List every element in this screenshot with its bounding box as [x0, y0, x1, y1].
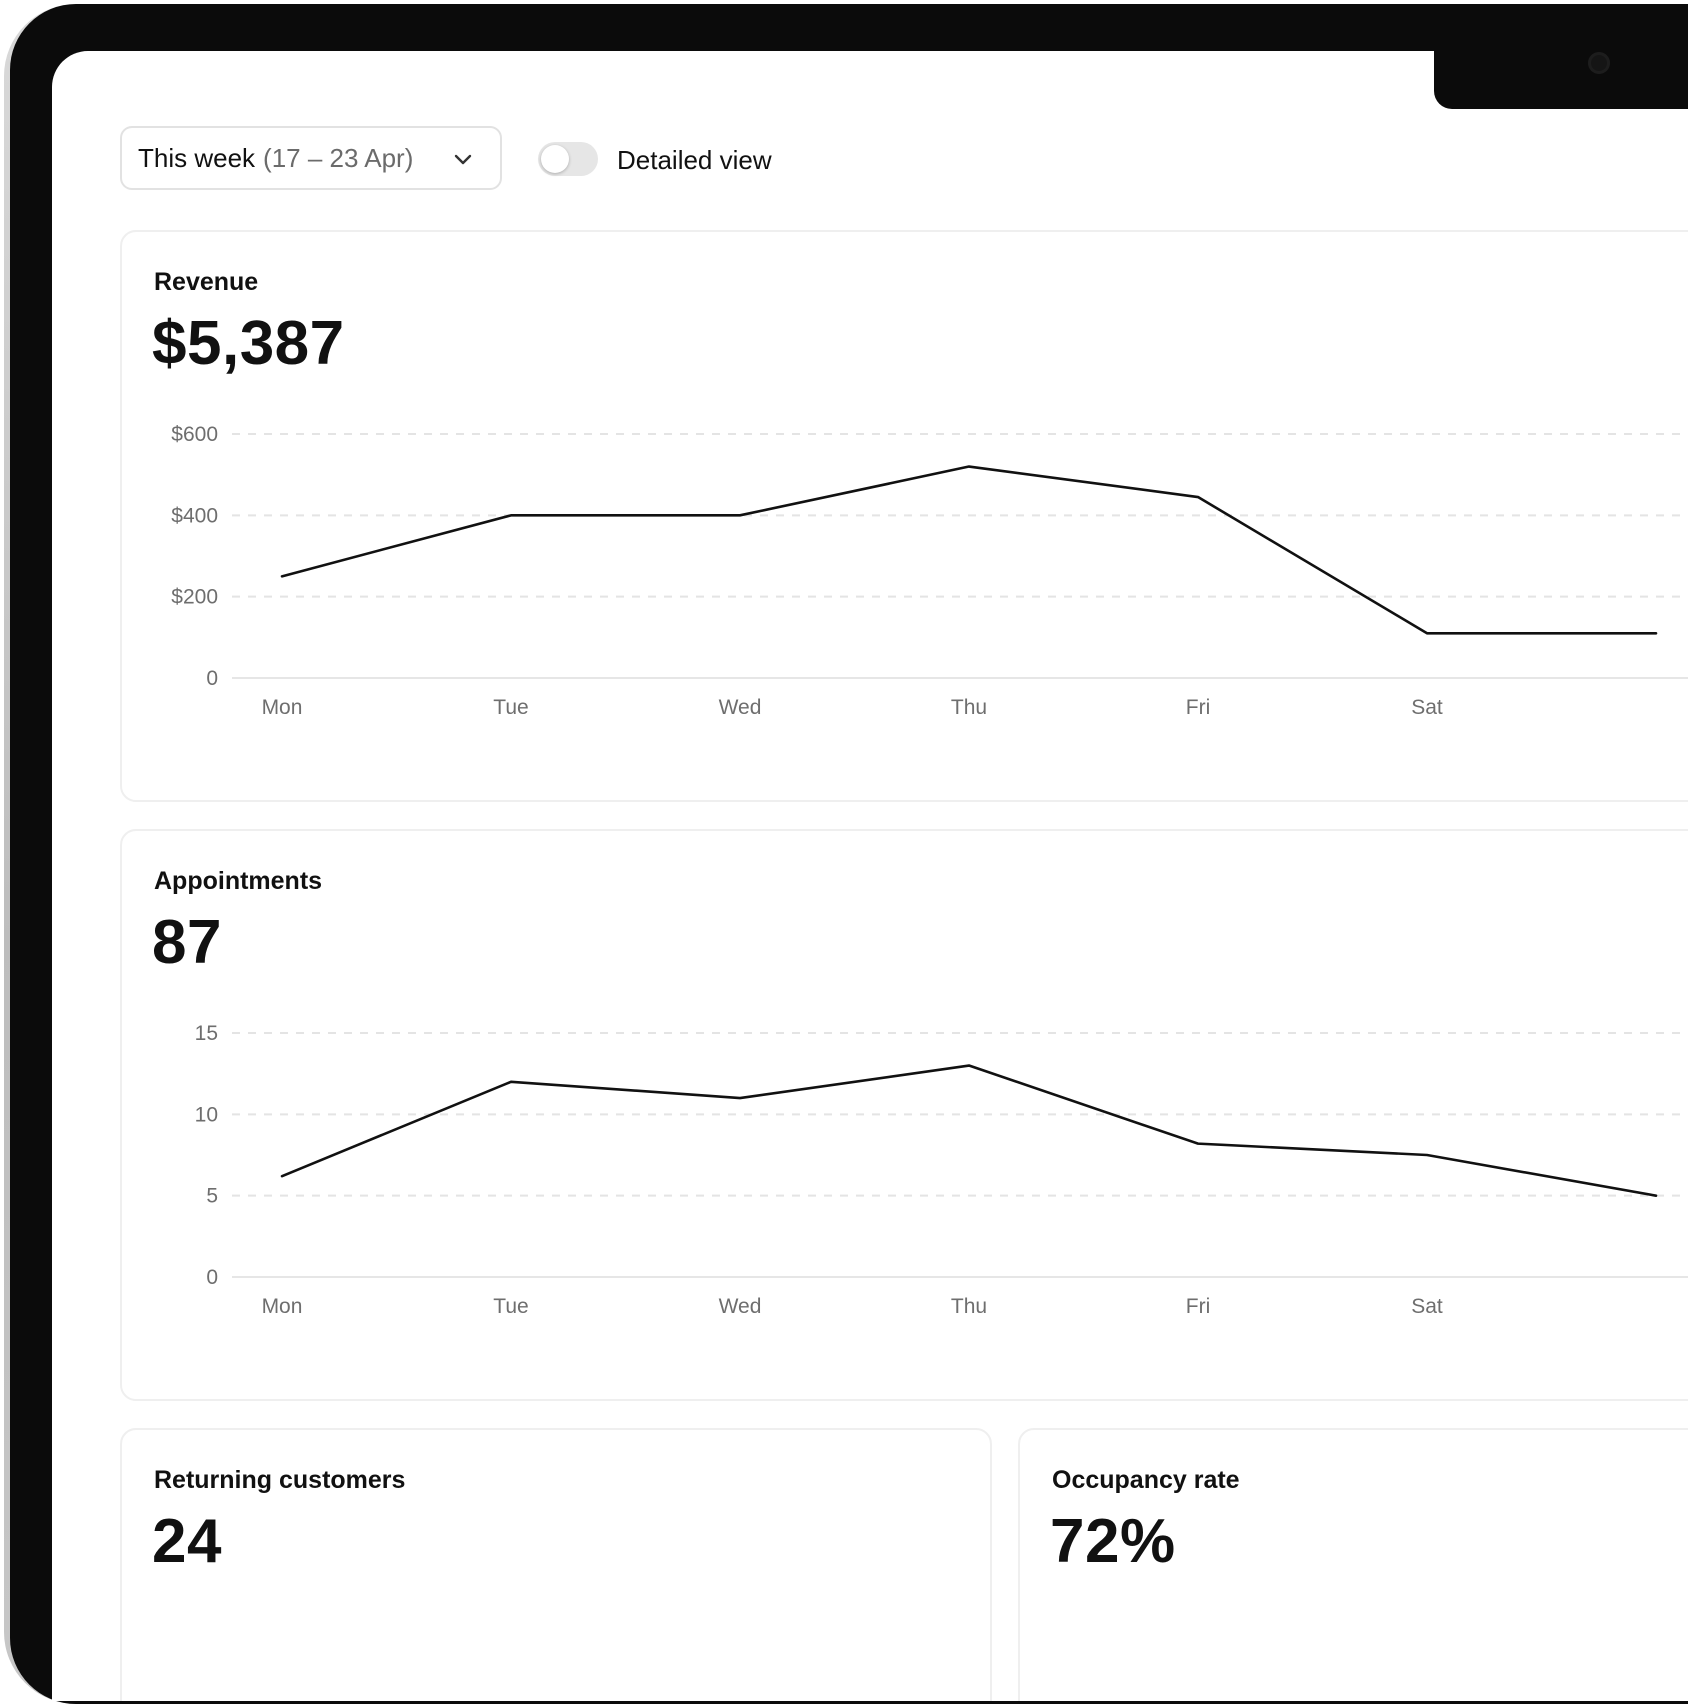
chevron-down-icon	[454, 154, 472, 165]
y-tick-label: 10	[195, 1103, 218, 1126]
x-tick-label: Mon	[262, 696, 303, 719]
series-line	[280, 1064, 1658, 1197]
x-tick-label: Fri	[1186, 696, 1211, 719]
series-line	[280, 465, 1658, 635]
card-value: $5,387	[152, 309, 345, 378]
x-tick-label: Tue	[493, 696, 528, 719]
x-tick-label: Thu	[951, 696, 987, 719]
x-tick-label: Wed	[719, 1295, 762, 1318]
y-tick-label: 5	[206, 1185, 218, 1208]
revenue-chart: 0 $200 $400 $600 Mon Tue Wed Thu Fri Sat	[171, 423, 1688, 719]
app-screen: This week (17 – 23 Apr) Detailed view Re…	[52, 51, 1688, 1701]
appointments-card: Appointments 87 0 5 10 15 Mon Tue Wed Thu Fri Sat	[120, 829, 1688, 1401]
y-tick-label: 15	[195, 1022, 218, 1045]
card-value: 24	[152, 1507, 222, 1576]
x-tick-label: Thu	[951, 1295, 987, 1318]
x-tick-label: Sat	[1411, 696, 1443, 719]
card-title: Occupancy rate	[1052, 1466, 1240, 1494]
y-tick-label: $600	[171, 423, 218, 446]
y-tick-label: $400	[171, 504, 218, 527]
x-tick-label: Fri	[1186, 1295, 1211, 1318]
x-tick-label: Mon	[262, 1295, 303, 1318]
x-tick-label: Tue	[493, 1295, 528, 1318]
y-tick-label: $200	[171, 586, 218, 609]
card-value: 87	[152, 908, 222, 977]
detailed-view-toggle[interactable]	[538, 142, 598, 176]
detailed-view-label: Detailed view	[617, 145, 772, 175]
y-tick-label: 0	[206, 667, 218, 690]
card-title: Returning customers	[154, 1466, 406, 1494]
screen-notch	[1434, 51, 1688, 109]
card-value: 72%	[1050, 1507, 1176, 1576]
revenue-card: Revenue $5,387 0 $200 $400 $600 Mon Tue Wed Thu…	[120, 230, 1688, 802]
y-tick-label: 0	[206, 1266, 218, 1289]
period-select-label: This week	[138, 142, 256, 173]
card-title: Revenue	[154, 268, 259, 296]
period-select-range: (17 – 23 Apr)	[263, 142, 414, 173]
x-tick-label: Wed	[719, 696, 762, 719]
camera-icon	[1588, 52, 1610, 74]
toggle-knob	[541, 145, 569, 173]
card-title: Appointments	[154, 867, 323, 895]
appointments-chart: 0 5 10 15 Mon Tue Wed Thu Fri Sat	[195, 1022, 1688, 1318]
x-tick-label: Sat	[1411, 1295, 1443, 1318]
occupancy-rate-card: Occupancy rate 72%	[1018, 1428, 1688, 1701]
returning-customers-card: Returning customers 24	[120, 1428, 992, 1701]
period-select[interactable]: This week (17 – 23 Apr)	[120, 126, 502, 190]
